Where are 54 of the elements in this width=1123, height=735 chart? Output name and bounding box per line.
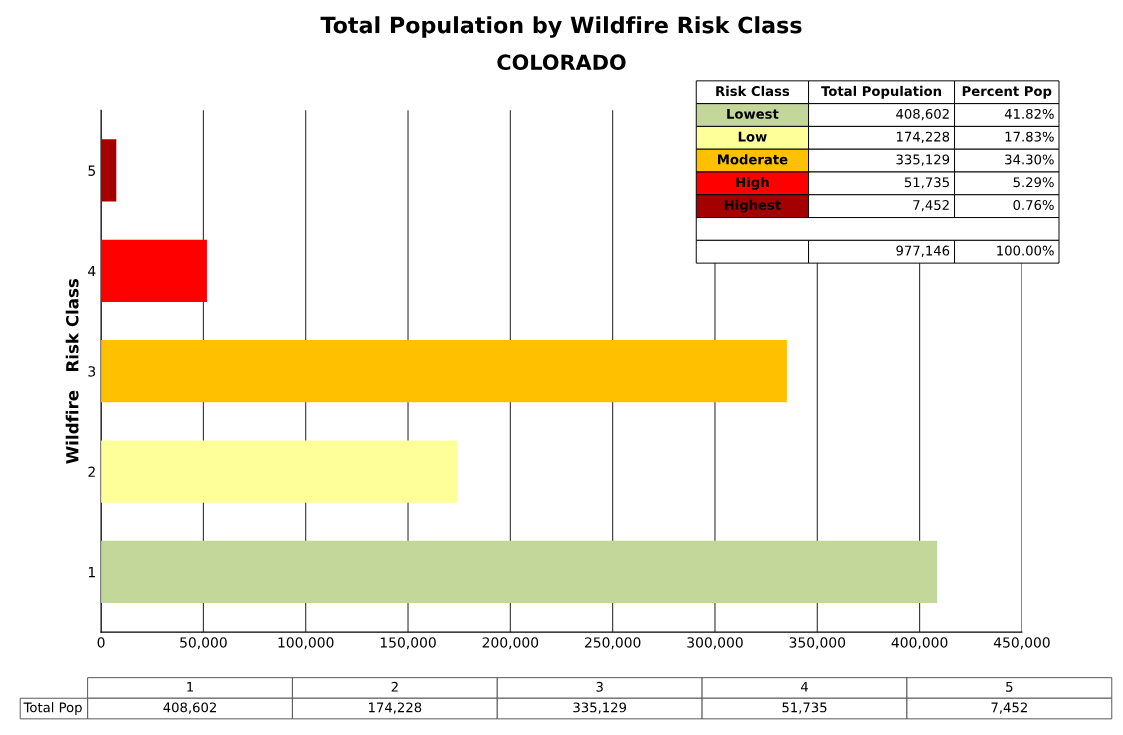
annotation: 0.76% [1013, 200, 1054, 210]
annotation: 977,146 [896, 245, 950, 257]
text: 1 [187, 681, 193, 692]
y-tick-label: 4 [88, 265, 96, 277]
text: Total Pop [23, 702, 82, 715]
x-tick-label: 50,000 [180, 637, 227, 650]
y-tick-label: 5 [88, 165, 95, 176]
y-tick-label: 1 [88, 567, 95, 578]
annotation: 51,735 [904, 177, 949, 189]
bar [101, 239, 207, 302]
annotation: 408,602 [896, 108, 949, 121]
text: Percent Pop [962, 86, 1052, 99]
text: 7,452 [991, 702, 1027, 714]
text: 2 [391, 681, 398, 692]
annotation: 174,228 [896, 131, 950, 143]
bar [101, 540, 938, 603]
text: 4 [800, 681, 808, 692]
annotation: 5.29% [1013, 177, 1054, 188]
text: Risk Class [716, 85, 790, 97]
bar [101, 440, 458, 503]
text: 5 [1006, 681, 1013, 692]
bar [101, 340, 787, 403]
text: Total Population [821, 85, 941, 99]
x-tick-label: 0 [97, 637, 105, 648]
x-tick-label: 200,000 [482, 637, 539, 650]
annotation: 7,452 [913, 200, 949, 212]
annotation: Lowest [727, 109, 779, 119]
bar [101, 139, 117, 202]
text: 3 [596, 681, 603, 692]
annotation: 335,129 [896, 154, 950, 166]
text: 335,129 [573, 702, 627, 714]
text: 408,602 [163, 702, 216, 714]
x-tick-label: 350,000 [789, 637, 846, 650]
x-tick-label: 300,000 [687, 637, 743, 650]
annotation: 41.82% [1004, 108, 1054, 119]
annotation: Low [738, 131, 767, 142]
annotation: Highest [724, 199, 781, 213]
annotation: 17.83% [1005, 131, 1054, 142]
chart-title: Total Population by Wildfire Risk Class [320, 16, 802, 38]
chart-subtitle: COLORADO [497, 54, 626, 71]
x-tick-label: 150,000 [380, 637, 436, 650]
text: 51,735 [782, 702, 827, 714]
annotation: 100.00% [997, 245, 1054, 256]
text: 174,228 [369, 702, 422, 714]
x-tick-label: 450,000 [993, 637, 1050, 650]
x-tick-label: 100,000 [278, 637, 334, 650]
y-tick-label: 2 [88, 466, 95, 477]
annotation: 34.30% [1005, 154, 1054, 165]
annotation: High [736, 176, 769, 190]
y-tick-label: 3 [88, 366, 96, 377]
y-axis-title: Wildfire Risk Class [65, 278, 79, 464]
x-tick-label: 400,000 [891, 637, 948, 650]
annotation: Moderate [717, 154, 788, 165]
x-tick-label: 250,000 [584, 637, 641, 650]
